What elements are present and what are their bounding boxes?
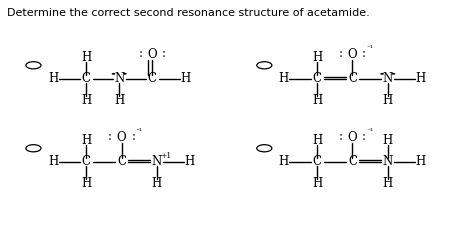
Text: N: N [383, 72, 393, 85]
Text: C: C [348, 72, 357, 85]
Text: H: H [180, 72, 190, 85]
Text: H: H [48, 72, 58, 85]
Text: :: : [338, 47, 343, 60]
Text: H: H [312, 51, 322, 64]
Text: :: : [362, 130, 366, 143]
Text: O: O [117, 131, 127, 143]
Text: N: N [152, 155, 162, 168]
Text: H: H [81, 177, 91, 190]
Text: H: H [152, 177, 162, 190]
Text: C: C [313, 72, 321, 85]
Text: C: C [148, 72, 157, 85]
Text: :: : [362, 47, 366, 60]
Text: :: : [131, 130, 136, 143]
Text: O: O [347, 131, 357, 143]
Text: H: H [114, 94, 124, 106]
Text: C: C [348, 155, 357, 168]
Text: ⁻¹: ⁻¹ [367, 45, 374, 53]
Text: H: H [383, 177, 393, 190]
Text: :: : [138, 47, 142, 60]
Circle shape [380, 73, 384, 75]
Text: H: H [278, 155, 288, 168]
Text: +1: +1 [160, 152, 171, 160]
Text: H: H [416, 155, 426, 168]
Circle shape [112, 73, 116, 75]
Circle shape [123, 73, 127, 75]
Text: H: H [383, 134, 393, 147]
Text: H: H [81, 51, 91, 64]
Text: H: H [81, 94, 91, 106]
Text: O: O [147, 48, 157, 61]
Text: C: C [313, 155, 321, 168]
Text: :: : [108, 130, 112, 143]
Text: ⁻¹: ⁻¹ [136, 128, 143, 136]
Text: H: H [312, 177, 322, 190]
Text: H: H [81, 134, 91, 147]
Text: H: H [185, 155, 195, 168]
Text: N: N [114, 72, 124, 85]
Text: H: H [278, 72, 288, 85]
Text: N: N [383, 155, 393, 168]
Text: C: C [82, 72, 91, 85]
Text: H: H [383, 94, 393, 106]
Text: C: C [117, 155, 126, 168]
Text: H: H [48, 155, 58, 168]
Text: H: H [312, 134, 322, 147]
Text: H: H [312, 94, 322, 106]
Text: H: H [416, 72, 426, 85]
Text: :: : [162, 47, 166, 60]
Circle shape [392, 73, 395, 75]
Text: Determine the correct second resonance structure of acetamide.: Determine the correct second resonance s… [7, 8, 370, 18]
Text: ⁻¹: ⁻¹ [367, 128, 374, 136]
Text: :: : [338, 130, 343, 143]
Text: C: C [82, 155, 91, 168]
Text: O: O [347, 48, 357, 61]
